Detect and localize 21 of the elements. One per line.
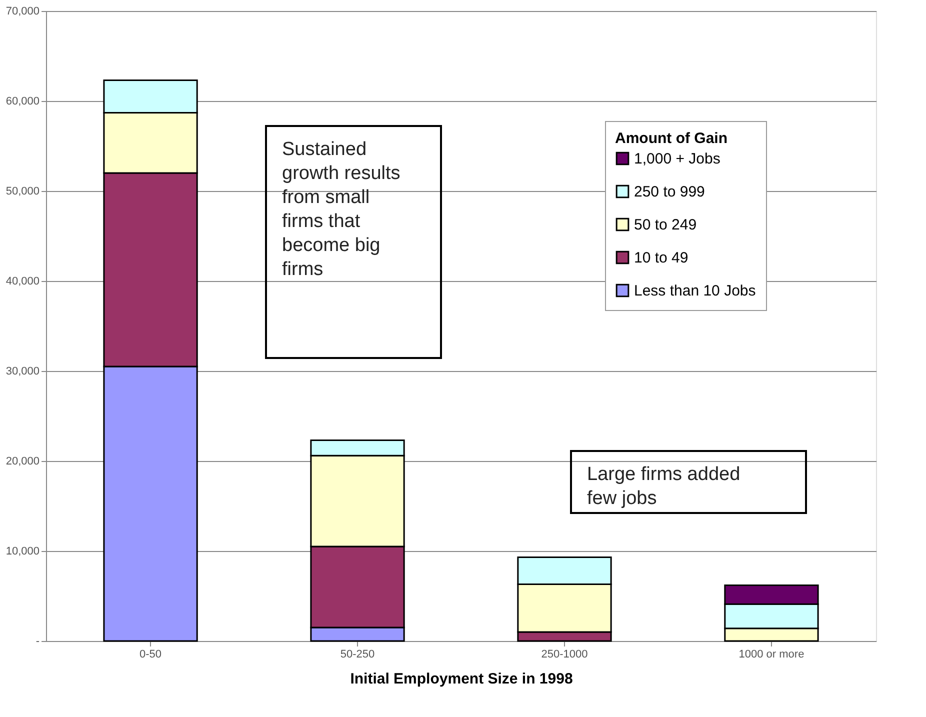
y-tick-label: 20,000 <box>6 456 40 468</box>
legend-title: Amount of Gain <box>615 130 728 147</box>
x-tick-label: 1000 or more <box>738 648 804 660</box>
y-tick-label: 70,000 <box>6 6 40 18</box>
x-tick-label: 250-1000 <box>541 648 588 660</box>
legend-label: Less than 10 Jobs <box>634 282 756 300</box>
y-tick-label: 50,000 <box>6 186 40 198</box>
x-tick-label: 0-50 <box>140 648 162 660</box>
y-tick-label: 60,000 <box>6 96 40 108</box>
y-tick-label: 30,000 <box>6 366 40 378</box>
x-tick-label: 50-250 <box>340 648 375 660</box>
legend-label: 250 to 999 <box>634 184 705 200</box>
y-tick-label: 40,000 <box>6 276 40 288</box>
y-tick-label: - <box>36 636 40 648</box>
legend-label: 50 to 249 <box>634 216 697 234</box>
x-axis-title: Initial Employment Size in 1998 <box>350 670 573 688</box>
annotation: Sustained growth results from small firms that become big firms <box>282 139 400 280</box>
y-tick-label: 10,000 <box>6 546 40 558</box>
legend-label: 10 to 49 <box>634 250 688 266</box>
legend-label: 1,000 + Jobs <box>634 150 720 168</box>
annotation: Large firms added few jobs <box>587 464 740 509</box>
